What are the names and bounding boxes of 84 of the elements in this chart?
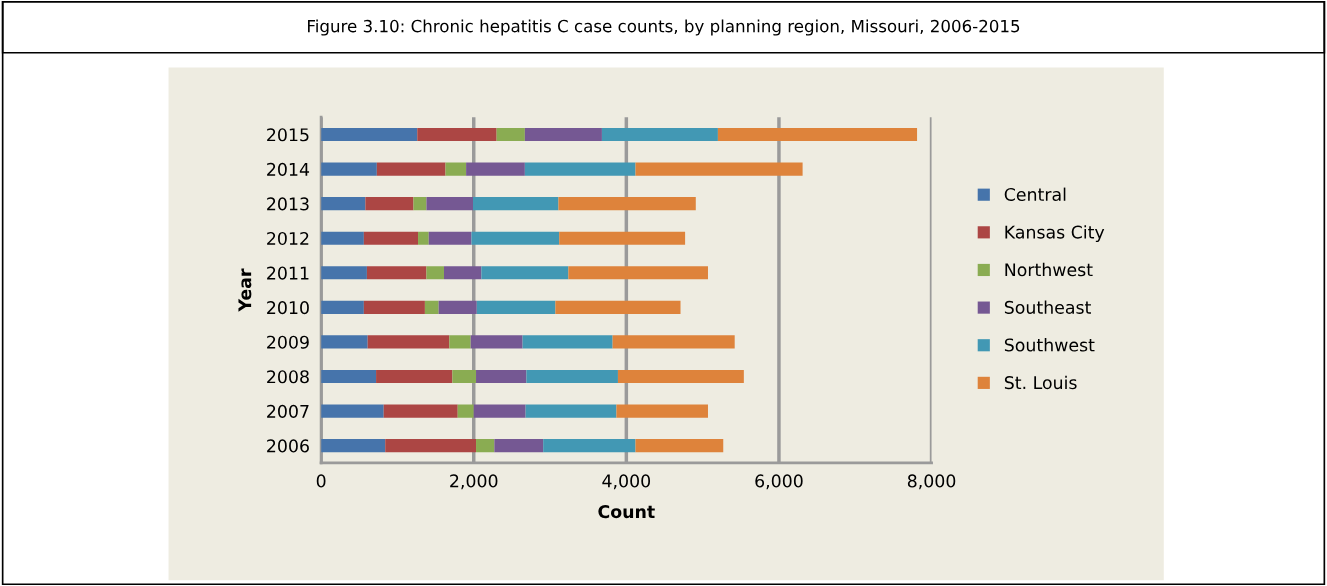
bar [321, 335, 368, 349]
bar [568, 266, 708, 280]
bar [717, 127, 918, 142]
bar [496, 127, 525, 142]
bar [524, 162, 636, 176]
bar [522, 335, 613, 349]
bar [476, 300, 556, 314]
x-tick-label: 6,000 [755, 474, 803, 490]
x-axis-title: Count [598, 505, 655, 519]
bar [472, 197, 559, 211]
bar [481, 266, 569, 280]
bar [601, 127, 718, 142]
y-tick-label: 2012 [267, 231, 309, 246]
bar [526, 369, 618, 384]
bar [617, 369, 744, 384]
bar [476, 369, 527, 384]
y-tick-label: 2014 [267, 162, 310, 176]
legend-label: Central [1004, 187, 1066, 202]
bar [321, 197, 366, 211]
bar [494, 439, 544, 453]
bar [449, 335, 471, 349]
bar [635, 162, 803, 176]
bar [426, 197, 473, 211]
bar [321, 439, 386, 453]
bar [612, 335, 735, 349]
bar [424, 300, 439, 314]
legend-label: Southwest [1004, 338, 1095, 352]
bar [635, 439, 724, 453]
bar [321, 162, 377, 176]
x-tick-label: 4,000 [602, 474, 651, 490]
y-tick-label: 2011 [267, 266, 309, 280]
legend-label: St. Louis [1004, 375, 1077, 390]
y-tick-label: 2007 [267, 404, 309, 418]
bar [543, 439, 636, 453]
bar [376, 369, 453, 384]
bar [457, 404, 474, 418]
bar [321, 300, 364, 314]
y-tick-label: 2015 [267, 128, 309, 142]
bar [470, 335, 523, 349]
y-tick-label: 2008 [267, 370, 309, 384]
legend-label: Southeast [1004, 300, 1091, 314]
chart-title: Figure 3.10: Chronic hepatitis C case counts, by planning region, Missouri, 2006-2015 [308, 19, 1020, 36]
bar [559, 231, 686, 245]
bar [363, 300, 425, 314]
y-tick-label: 2013 [267, 197, 309, 211]
bar [363, 231, 419, 245]
bar [524, 127, 602, 142]
bar [383, 404, 458, 418]
bar [471, 231, 560, 245]
bar [443, 266, 482, 280]
x-tick-label: 8,000 [907, 474, 956, 490]
bar [452, 369, 477, 384]
bar [321, 404, 384, 418]
bar [473, 404, 526, 418]
bar [366, 266, 427, 280]
bar [321, 369, 377, 384]
bar [385, 439, 477, 453]
bar [445, 162, 467, 176]
y-tick-label: 2010 [267, 301, 309, 315]
bar [555, 300, 681, 314]
bar [321, 266, 367, 280]
bar [428, 231, 472, 245]
y-tick-label: 2006 [267, 439, 309, 453]
y-tick-label: 2009 [267, 335, 309, 349]
legend-label: Kansas City [1005, 225, 1105, 243]
bar [558, 197, 696, 211]
x-tick-label: 2,000 [450, 474, 498, 490]
bar [321, 231, 364, 245]
bar [525, 404, 617, 418]
bar [367, 335, 450, 349]
bar [476, 439, 495, 453]
bar [376, 162, 446, 176]
bar [418, 231, 429, 245]
bar [365, 197, 414, 211]
bar [413, 197, 427, 211]
bar [321, 127, 418, 142]
legend-label: Northwest [1005, 262, 1093, 277]
y-axis-title: Year [238, 268, 252, 312]
bar [438, 300, 477, 314]
bar [466, 162, 525, 176]
bar [417, 127, 497, 142]
x-tick-label: 0 [316, 474, 326, 488]
bar [616, 404, 708, 418]
bar [426, 266, 444, 280]
